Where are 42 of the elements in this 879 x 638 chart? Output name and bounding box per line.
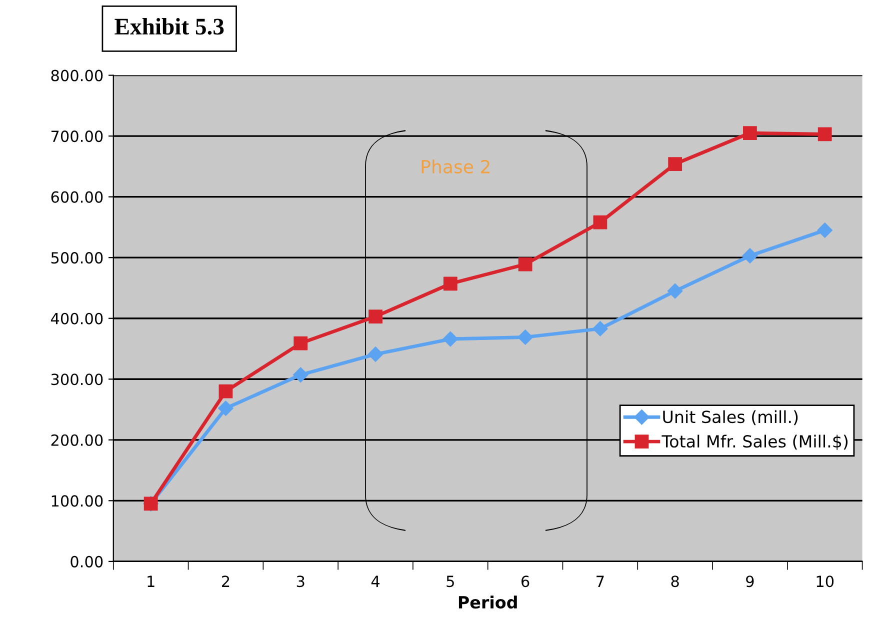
point	[518, 257, 532, 272]
legend-label: Unit Sales (mill.)	[663, 410, 798, 426]
x-tick-label: 2	[222, 576, 230, 587]
point	[218, 400, 234, 416]
x-tick-label: 6	[521, 576, 530, 588]
point	[668, 283, 683, 299]
y-tick-label: 300.00	[51, 374, 103, 386]
chart-title: Exhibit 5.3	[114, 18, 224, 35]
y-tick-label: 500.00	[51, 252, 103, 264]
y-tick-label: 100.00	[52, 495, 103, 507]
y-tick-label: 800.00	[51, 70, 103, 82]
point	[218, 384, 233, 398]
x-tick-label: 7	[596, 576, 604, 587]
point	[518, 330, 533, 345]
point	[443, 276, 458, 291]
y-tick-label: 700.00	[51, 130, 103, 142]
y-tick-label: 0.00	[70, 556, 103, 568]
point	[592, 321, 608, 336]
point	[668, 157, 682, 171]
point	[742, 248, 758, 264]
point	[293, 367, 308, 382]
x-tick-label: 3	[296, 576, 304, 588]
point	[294, 336, 308, 350]
x-tick-label: 4	[371, 576, 380, 587]
point	[442, 331, 458, 347]
y-tick-label: 600.00	[51, 191, 103, 203]
x-axis-title: Period	[458, 596, 517, 609]
x-tick-label: 1	[148, 576, 154, 587]
point	[368, 346, 384, 362]
y-tick-label: 200.00	[51, 434, 103, 446]
annotation: Phase 2	[422, 160, 490, 174]
x-tick-label: 10	[816, 576, 834, 588]
x-tick-label: 9	[746, 576, 754, 588]
point	[817, 222, 832, 238]
point	[368, 310, 382, 324]
legend-label: Total Mfr. Sales (Mill.$)	[662, 434, 848, 450]
point	[818, 127, 832, 142]
x-tick-label: 8	[671, 576, 679, 588]
point	[743, 126, 757, 140]
point	[593, 215, 608, 230]
y-tick-label: 400.00	[50, 312, 103, 324]
x-tick-label: 5	[446, 576, 454, 588]
